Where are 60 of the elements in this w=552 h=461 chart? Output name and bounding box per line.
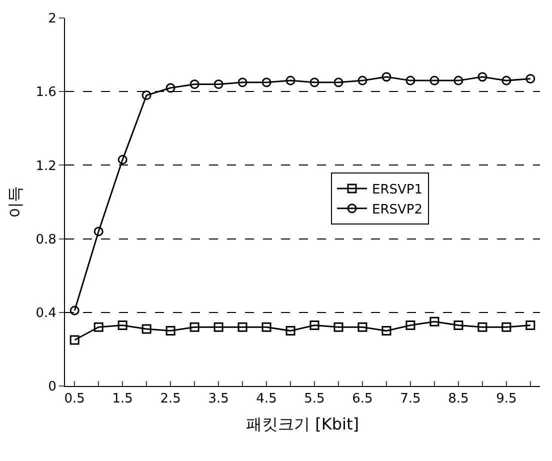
- point: [94, 322, 104, 332]
- point: [238, 322, 248, 332]
- point: [454, 320, 464, 330]
- y-tick-label: 0.4: [36, 306, 56, 321]
- point: [478, 72, 488, 82]
- point: [214, 322, 224, 332]
- point: [190, 322, 200, 332]
- y-axis-title: 이득: [6, 186, 25, 218]
- point: [526, 74, 536, 84]
- point: [286, 76, 296, 86]
- point: [502, 322, 512, 332]
- x-tick-label: 4.5: [256, 392, 277, 407]
- point: [454, 76, 464, 86]
- point: [430, 316, 440, 326]
- point: [142, 324, 152, 334]
- point: [166, 83, 176, 93]
- point: [478, 322, 488, 332]
- point: [118, 154, 128, 164]
- x-tick-label: 6.5: [352, 392, 373, 407]
- point: [118, 320, 128, 330]
- point: [358, 76, 368, 86]
- point: [382, 72, 392, 82]
- point: [406, 320, 416, 330]
- point: [382, 326, 392, 336]
- point: [286, 326, 296, 336]
- x-tick-label: 3.5: [208, 392, 229, 407]
- point: [310, 78, 320, 88]
- y-tick-label: 0: [48, 380, 56, 395]
- point: [214, 79, 224, 89]
- y-tick-label: 0.8: [36, 232, 56, 248]
- point: [406, 76, 416, 86]
- point: [262, 322, 272, 332]
- point: [142, 90, 152, 100]
- point: [334, 322, 344, 332]
- point: [262, 78, 272, 88]
- point: [502, 76, 512, 86]
- point: [166, 326, 176, 336]
- point: [358, 322, 368, 332]
- y-tick-label: 2: [48, 12, 56, 27]
- y-tick-label: 1.6: [36, 85, 56, 100]
- point: [310, 320, 320, 330]
- x-tick-label: 2.5: [160, 392, 181, 407]
- x-tick-label: 9.5: [496, 392, 517, 407]
- point: [526, 320, 536, 330]
- x-tick-label: 1.5: [112, 392, 133, 407]
- point: [70, 306, 80, 316]
- point: [430, 76, 440, 86]
- legend-label: ERSVP1: [372, 182, 423, 198]
- legend-label: ERSVP2: [372, 202, 423, 218]
- x-axis-title: 패킷크기 [Kbit]: [246, 414, 359, 434]
- x-tick-label: 8.5: [448, 392, 469, 407]
- x-tick-label: 7.5: [400, 392, 421, 407]
- y-tick-label: 1.2: [36, 158, 56, 174]
- point: [238, 78, 248, 88]
- x-tick-label: 0.5: [64, 392, 85, 407]
- point: [190, 79, 200, 89]
- point: [70, 335, 80, 345]
- x-tick-label: 5.5: [304, 392, 325, 407]
- point: [334, 78, 344, 88]
- point: [94, 226, 104, 236]
